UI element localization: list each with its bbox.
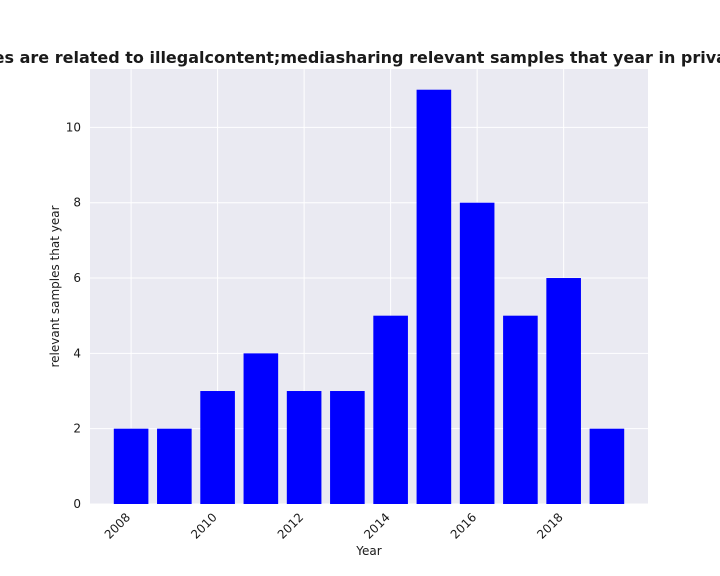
y-tick-label: 2: [73, 422, 81, 436]
y-tick-label: 10: [66, 120, 81, 134]
x-axis-label: Year: [355, 544, 381, 558]
bar-2012: [286, 391, 322, 504]
x-tick-label: 2014: [361, 510, 392, 541]
bar-2016: [459, 202, 495, 504]
y-tick-label: 4: [73, 346, 81, 360]
bar-2009: [157, 428, 192, 504]
bar-2015: [416, 89, 452, 504]
x-tick-label: 2012: [275, 510, 306, 541]
x-axis-ticks: 2008 2010 2012 2014 2016 2018: [102, 510, 566, 541]
y-tick-label: 6: [73, 271, 81, 285]
y-tick-label: 0: [73, 497, 81, 511]
bar-2017: [503, 315, 538, 504]
chart-title: Categories are related to illegalcontent…: [0, 48, 720, 67]
y-axis-label: relevant samples that year: [48, 205, 62, 367]
y-tick-label: 8: [73, 196, 81, 210]
bar-series: [113, 89, 625, 504]
bar-2011: [243, 353, 279, 504]
x-tick-label: 2010: [188, 510, 219, 541]
bar-2019: [589, 428, 625, 504]
bar-2010: [200, 391, 235, 504]
bar-2014: [373, 315, 408, 504]
bar-2018: [546, 278, 581, 504]
bar-2008: [113, 428, 149, 504]
y-axis-ticks: 0 2 4 6 8 10: [66, 120, 81, 511]
bar-2013: [330, 391, 365, 504]
x-tick-label: 2016: [448, 510, 479, 541]
x-tick-label: 2018: [534, 510, 565, 541]
x-tick-label: 2008: [102, 510, 133, 541]
